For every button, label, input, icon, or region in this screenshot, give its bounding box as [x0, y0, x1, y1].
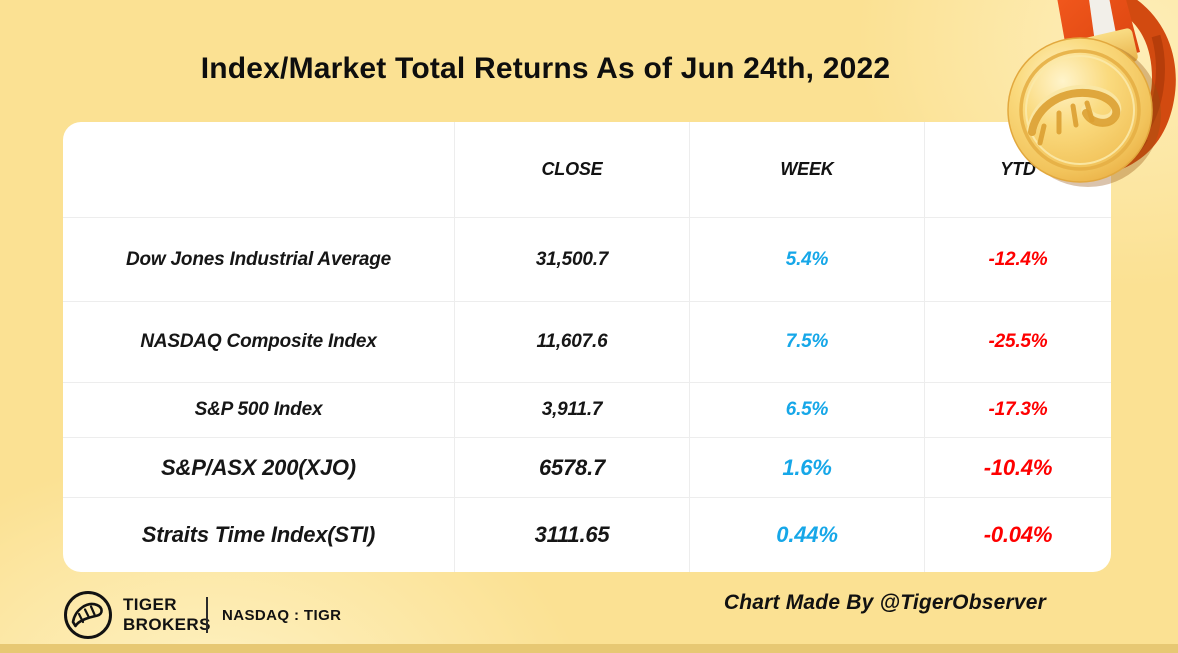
- row-ytd: -17.3%: [925, 383, 1111, 438]
- row-week: 0.44%: [690, 498, 925, 572]
- row-close: 31,500.7: [455, 218, 690, 302]
- brand-line1: TIGER: [123, 595, 177, 614]
- row-close: 3111.65: [455, 498, 690, 572]
- header-ytd: YTD: [925, 122, 1111, 218]
- header-week: WEEK: [690, 122, 925, 218]
- header-blank: [63, 122, 455, 218]
- brand-footer: TIGER BROKERS NASDAQ : TIGR: [62, 588, 542, 644]
- row-name: S&P/ASX 200(XJO): [63, 438, 455, 498]
- row-close: 6578.7: [455, 438, 690, 498]
- row-ytd: -0.04%: [983, 522, 1053, 547]
- row-week: 7.5%: [690, 302, 925, 383]
- row-name: S&P 500 Index: [63, 383, 455, 438]
- gold-medal-icon: [1007, 0, 1176, 187]
- bottom-edge-strip: [0, 644, 1178, 653]
- brand-divider: [206, 597, 208, 633]
- row-week: 6.5%: [690, 383, 925, 438]
- row-name: Dow Jones Industrial Average: [63, 218, 455, 302]
- row-ytd: -10.4%: [925, 438, 1111, 498]
- row-name: Straits Time Index(STI): [63, 498, 455, 572]
- ticker-label: NASDAQ : TIGR: [222, 607, 342, 624]
- row-week: 5.4%: [690, 218, 925, 302]
- row-close: 11,607.6: [455, 302, 690, 383]
- credit-text: Chart Made By @TigerObserver: [723, 591, 1046, 614]
- row-close: 3,911.7: [455, 383, 690, 438]
- row-name: NASDAQ Composite Index: [63, 302, 455, 383]
- row-week: 1.6%: [690, 438, 925, 498]
- brand-line2: BROKERS: [123, 615, 211, 634]
- page-title: Index/Market Total Returns As of Jun 24t…: [200, 52, 891, 85]
- row-ytd: -12.4%: [925, 218, 1111, 302]
- row-ytd: -25.5%: [925, 302, 1111, 383]
- returns-table: CLOSE WEEK YTD Dow Jones Industrial Aver…: [63, 122, 1111, 572]
- header-close: CLOSE: [455, 122, 690, 218]
- brand-name: TIGER BROKERS: [123, 595, 211, 635]
- tiger-brokers-logo-icon: [64, 591, 112, 639]
